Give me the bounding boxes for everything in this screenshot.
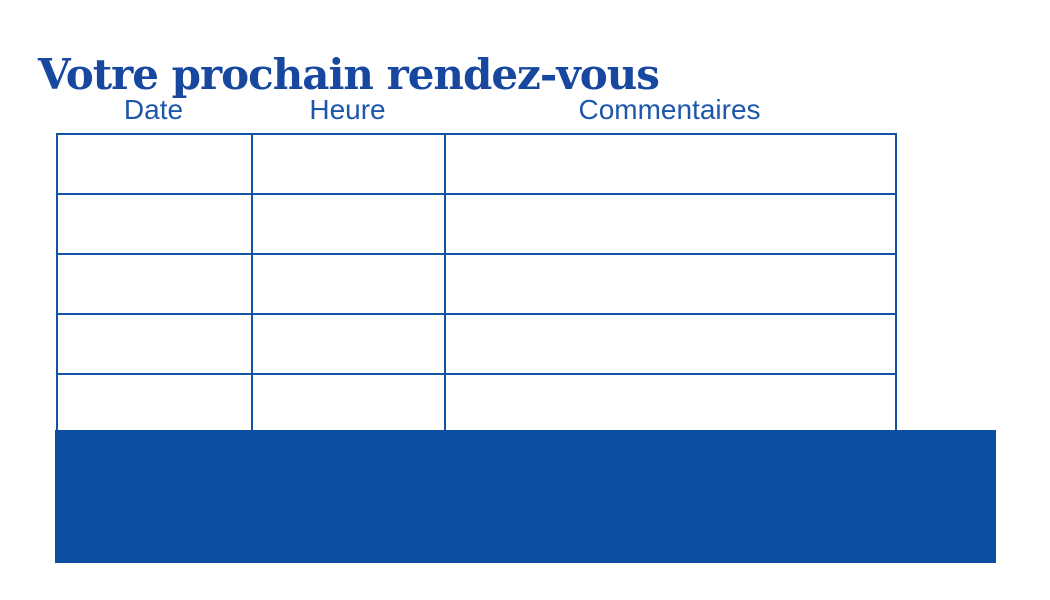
cell-commentaires [444,193,897,255]
cell-date [56,133,253,195]
cell-heure [251,133,446,195]
table-row [56,313,897,375]
cell-heure [251,253,446,315]
table-row [56,133,897,195]
column-header-heure: Heure [309,94,386,125]
cell-date [56,253,253,315]
cell-heure [251,373,446,435]
cell-commentaires [444,133,897,195]
cell-heure [251,313,446,375]
cell-commentaires [444,373,897,435]
cell-heure [251,193,446,255]
table-row [56,373,897,435]
table-row [56,193,897,255]
cell-date [56,193,253,255]
cell-commentaires [444,313,897,375]
appointments-table-body [56,133,897,435]
table-header-row: Date Heure Commentaires [56,94,895,126]
column-header-commentaires: Commentaires [578,94,761,125]
table-row [56,253,897,315]
page-title: Votre prochain rendez-vous [38,50,660,100]
appointments-table [56,133,897,435]
column-header-date: Date [123,94,184,125]
cell-commentaires [444,253,897,315]
cell-date [56,373,253,435]
bottom-banner [55,430,996,563]
cell-date [56,313,253,375]
